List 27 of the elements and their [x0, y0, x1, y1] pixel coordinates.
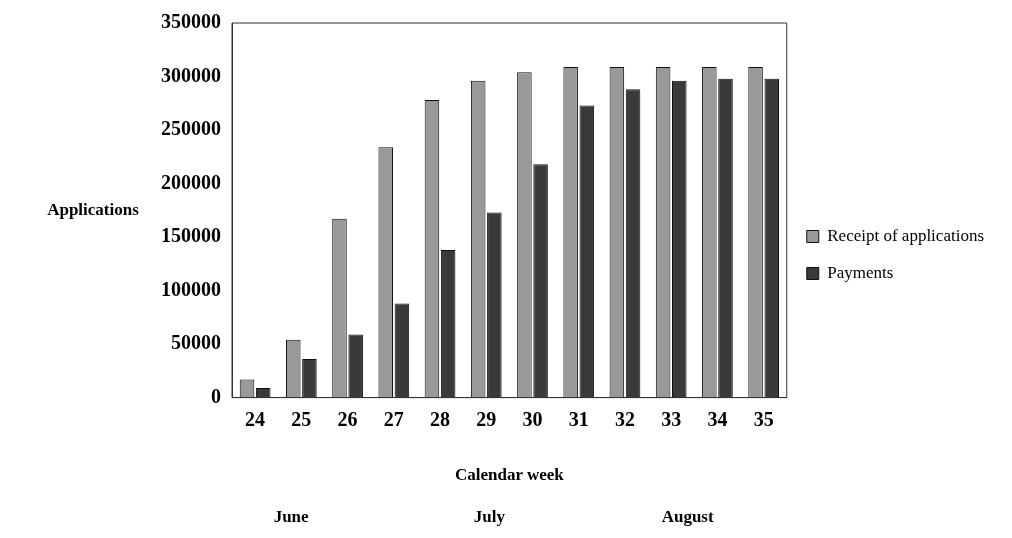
legend-label: Receipt of applications [827, 225, 985, 245]
y-tick-label: 300000 [161, 63, 221, 86]
x-tick-label: 28 [430, 407, 451, 430]
x-tick-label: 33 [661, 407, 682, 430]
x-tick-label: 32 [614, 407, 635, 430]
text: June [273, 507, 310, 527]
x-tick-label: 31 [568, 407, 589, 430]
y-tick-label: 150000 [161, 224, 221, 247]
x-tick-label: 27 [383, 407, 404, 430]
y-tick-label: 0 [211, 384, 221, 407]
y-tick-label: 50000 [171, 331, 221, 354]
x-tick-label: 25 [291, 407, 312, 430]
x-tick-label: 24 [245, 407, 266, 430]
x-tick-label: 30 [522, 407, 543, 430]
y-tick-label: 350000 [161, 10, 221, 33]
legend-label: Payments [827, 262, 894, 282]
y-axis-title: Applications [47, 199, 140, 219]
y-tick-label: 100000 [161, 277, 221, 300]
x-axis-title: Calendar week [455, 465, 565, 485]
x-tick-label: 35 [753, 407, 774, 430]
x-tick-label: 29 [476, 407, 497, 430]
text: July [473, 507, 506, 527]
text: August [661, 507, 714, 527]
y-tick-label: 250000 [161, 117, 221, 140]
x-tick-label: 26 [337, 407, 358, 430]
x-tick-label: 34 [707, 407, 728, 430]
y-tick-label: 200000 [161, 170, 221, 193]
